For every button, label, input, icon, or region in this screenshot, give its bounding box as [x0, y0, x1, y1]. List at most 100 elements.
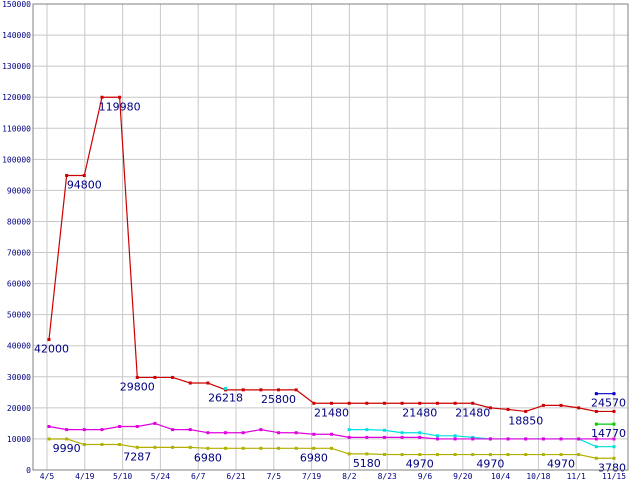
y-axis-ticks: 0 10000 20000 30000 40000 50000 60000 70000 8000…: [2, 0, 31, 475]
data-label: 9990: [53, 442, 81, 455]
series-4-point: [612, 422, 616, 426]
series-3-segment: [331, 447, 350, 455]
y-tick-label: 20000: [7, 404, 31, 413]
series-0-segment: [83, 97, 103, 176]
x-tick-label: 5/24: [151, 472, 170, 480]
data-labels: 42000 94800 119980 29800 26218 25800 21480 2148…: [34, 100, 626, 474]
series-1-segment: [366, 429, 385, 431]
series-1-segment: [455, 435, 473, 438]
data-label: 94800: [67, 178, 102, 191]
series-0-segment: [525, 404, 544, 413]
x-tick-label: 4/5: [40, 472, 55, 480]
x-tick-label: 8/2: [342, 472, 357, 480]
series-2-segment: [260, 429, 279, 434]
series-5-point: [612, 392, 616, 396]
y-tick-label: 0: [26, 466, 31, 475]
x-tick-label: 9/20: [453, 472, 472, 480]
series-3-segment: [366, 453, 385, 456]
y-tick-label: 150000: [2, 0, 31, 9]
series-2-segment: [101, 425, 120, 431]
series-0-segment: [507, 408, 526, 413]
x-axis-ticks: 4/5 4/19 5/10 5/24 6/7 6/21 7/5 7/19 8/2 8/23 9/6 9…: [40, 472, 626, 480]
data-label: 21480: [455, 406, 490, 419]
series-2-segment: [154, 422, 173, 431]
data-label: 21480: [402, 406, 437, 419]
series-3-segment: [119, 443, 138, 448]
data-label: 4970: [476, 458, 504, 471]
series-2-segment: [296, 432, 314, 435]
x-tick-label: 6/7: [191, 472, 206, 480]
series-0-segment: [48, 175, 68, 340]
x-tick-label: 5/10: [113, 472, 132, 480]
series-0-segment: [172, 376, 191, 384]
series-3-segment: [578, 453, 597, 459]
data-label: 24570: [591, 397, 626, 410]
series-0-segment: [119, 97, 138, 378]
y-tick-label: 90000: [7, 186, 31, 195]
series-3-segment: [190, 446, 208, 449]
series-2-segment: [243, 429, 261, 434]
x-tick-label: 10/4: [491, 472, 510, 480]
data-label: 18850: [508, 414, 543, 427]
y-tick-label: 40000: [7, 342, 31, 351]
plot-frame: [32, 3, 629, 471]
series-3-segment: [66, 438, 85, 446]
series-2-segment: [190, 429, 209, 434]
series-1-segment: [578, 438, 597, 448]
y-tick-label: 100000: [2, 155, 31, 164]
data-label: 7287: [123, 450, 151, 463]
series-0-point: [612, 409, 616, 413]
series-1-segment: [419, 432, 438, 437]
chart-gridlines: [33, 3, 628, 471]
chart-series: [47, 95, 616, 460]
data-label: 29800: [120, 380, 155, 393]
data-label: 42000: [34, 343, 69, 356]
y-tick-label: 70000: [7, 249, 31, 258]
data-label: 119980: [99, 100, 141, 113]
x-tick-label: 11/15: [602, 472, 626, 480]
data-label: 3780: [598, 461, 626, 474]
y-tick-label: 80000: [7, 217, 31, 226]
x-tick-label: 7/19: [302, 472, 321, 480]
data-label: 26218: [208, 392, 243, 405]
y-tick-label: 50000: [7, 311, 31, 320]
data-label: 25800: [261, 393, 296, 406]
series-2-segment: [137, 422, 156, 428]
data-label: 21480: [314, 406, 349, 419]
series-1-segment: [384, 429, 403, 434]
series-2-segment: [331, 433, 350, 438]
y-tick-label: 110000: [2, 124, 31, 133]
data-label: 6980: [300, 451, 328, 464]
series-1-point: [612, 445, 616, 449]
data-label: 4970: [406, 458, 434, 471]
x-tick-label: 7/5: [267, 472, 282, 480]
y-tick-label: 140000: [2, 31, 31, 40]
x-tick-label: 8/23: [378, 472, 397, 480]
series-2-segment: [48, 425, 67, 431]
series-0-segment: [578, 407, 597, 413]
series-1-point: [224, 387, 228, 391]
y-tick-label: 10000: [7, 435, 31, 444]
data-label: 14770: [591, 427, 626, 440]
series-0-segment: [472, 402, 491, 409]
y-tick-label: 130000: [2, 62, 31, 71]
series-0-segment: [295, 389, 315, 404]
data-label: 4970: [547, 458, 575, 471]
data-label: 5180: [353, 457, 381, 470]
x-tick-label: 11/1: [567, 472, 586, 480]
series-0-segment: [560, 404, 579, 409]
y-tick-label: 120000: [2, 93, 31, 102]
x-tick-label: 10/18: [526, 472, 550, 480]
y-tick-label: 60000: [7, 280, 31, 289]
x-tick-label: 6/21: [226, 472, 245, 480]
x-tick-label: 9/6: [418, 472, 433, 480]
series-3-point: [612, 456, 616, 460]
series-0-segment: [207, 382, 226, 391]
series-2-segment: [419, 436, 438, 440]
series-0-segment: [490, 407, 509, 411]
data-label: 6980: [194, 451, 222, 464]
y-tick-label: 30000: [7, 373, 31, 382]
x-tick-label: 4/19: [75, 472, 94, 480]
series-2-point: [612, 437, 616, 441]
